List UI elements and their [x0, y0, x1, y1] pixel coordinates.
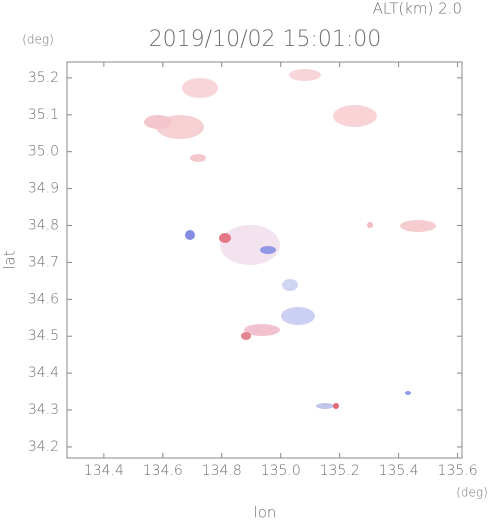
- echo: [220, 225, 280, 265]
- x-unit: (deg): [456, 486, 488, 500]
- echo: [367, 222, 373, 228]
- echo: [144, 115, 172, 129]
- echo: [333, 105, 377, 127]
- x-axis-label: lon: [254, 504, 277, 521]
- radar-echoes: [144, 69, 436, 409]
- y-axis-label: lat: [1, 250, 19, 269]
- echo: [333, 403, 339, 409]
- y-tick-label: 34.2: [28, 439, 59, 455]
- echo: [190, 154, 206, 162]
- echo: [405, 391, 411, 395]
- x-tick-label: 135.6: [438, 463, 478, 479]
- echo: [260, 246, 276, 254]
- y-tick-label: 35.1: [28, 107, 59, 123]
- x-tick-label: 134.4: [84, 463, 124, 479]
- chart-subtitle: ALT(km) 2.0: [373, 0, 462, 18]
- x-tick-label: 135.2: [320, 463, 360, 479]
- y-tick-label: 34.7: [28, 254, 59, 270]
- echo: [400, 220, 436, 232]
- x-tick-label: 135.4: [379, 463, 419, 479]
- plot-frame: [66, 61, 463, 459]
- echo: [185, 230, 195, 240]
- y-unit: (deg): [22, 33, 54, 47]
- y-tick-label: 34.8: [28, 217, 59, 233]
- echo: [282, 279, 298, 291]
- x-tick-label: 134.6: [143, 463, 183, 479]
- echo: [244, 324, 280, 336]
- y-tick-label: 35.0: [28, 144, 59, 160]
- echo: [316, 403, 334, 409]
- y-tick-label: 34.4: [28, 365, 59, 381]
- echo: [241, 332, 251, 340]
- y-tick-label: 35.2: [28, 70, 59, 86]
- echo: [281, 307, 315, 325]
- y-tick-label: 34.5: [28, 328, 59, 344]
- echo: [289, 69, 321, 81]
- echo: [219, 233, 231, 243]
- x-tick-label: 134.8: [202, 463, 242, 479]
- y-tick-label: 34.3: [28, 402, 59, 418]
- y-tick-label: 34.9: [28, 181, 59, 197]
- echo: [182, 78, 218, 98]
- chart-title: 2019/10/02 15:01:00: [149, 27, 382, 52]
- x-tick-label: 135.0: [261, 463, 301, 479]
- y-tick-label: 34.6: [28, 291, 59, 307]
